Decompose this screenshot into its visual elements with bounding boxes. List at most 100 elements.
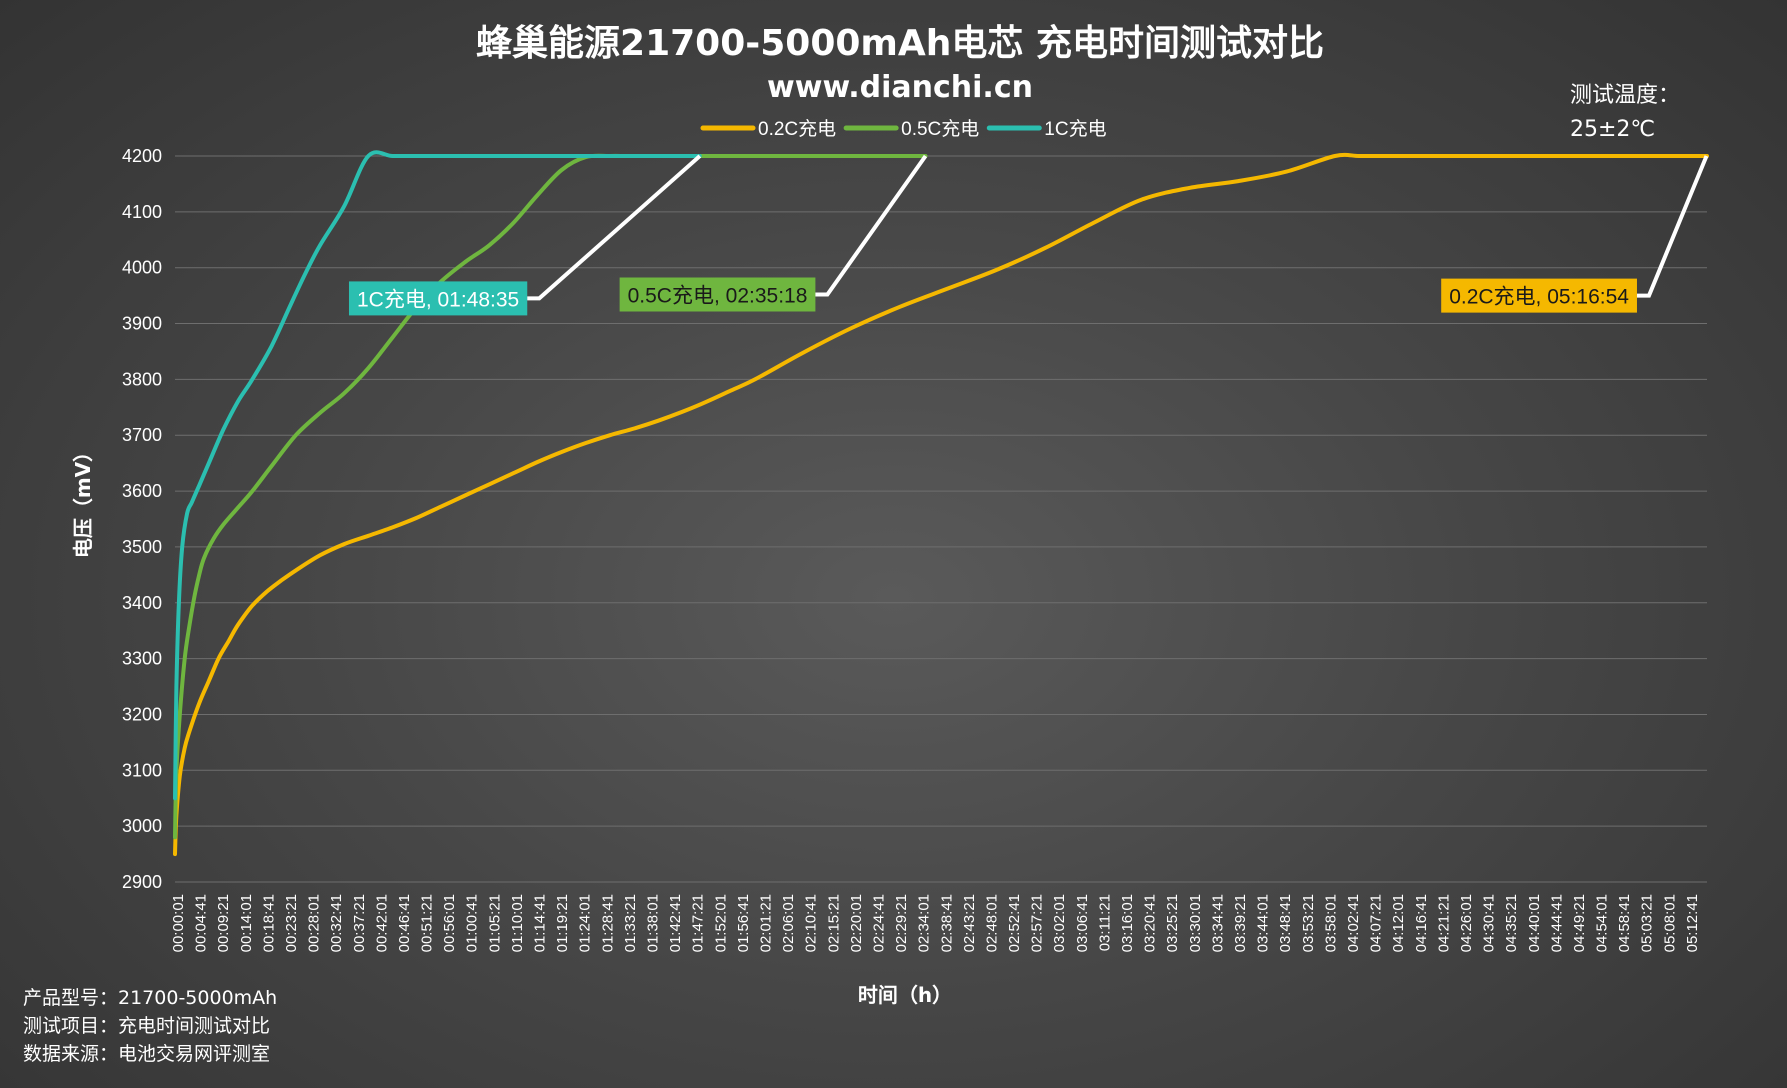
series-line <box>173 150 702 801</box>
temperature-label: 测试温度： <box>1570 83 1680 108</box>
gridlines <box>175 155 1707 883</box>
footer-source: 数据来源：电池交易网评测室 <box>23 1043 270 1065</box>
x-tick-label: 01:52:01 <box>712 894 729 952</box>
x-tick-label: 01:19:21 <box>554 894 571 952</box>
x-tick-label: 03:39:21 <box>1232 894 1249 952</box>
x-tick-label: 01:10:01 <box>509 894 526 952</box>
y-tick-label: 3500 <box>122 537 162 557</box>
x-tick-label: 00:37:21 <box>351 894 368 952</box>
x-tick-label: 02:38:41 <box>938 894 955 952</box>
callout-leader <box>1636 155 1709 298</box>
x-tick-label: 05:08:01 <box>1661 894 1678 952</box>
legend-label: 0.2C充电 <box>758 118 836 140</box>
y-tick-label: 3900 <box>122 314 162 334</box>
x-tick-label: 03:25:21 <box>1164 894 1181 952</box>
callouts: 1C充电, 01:48:35 0.5C充电, 02:35:18 0.2C充电, 05… <box>348 154 1709 316</box>
y-tick-label: 4000 <box>122 258 162 278</box>
x-tick-label: 00:00:01 <box>170 894 187 952</box>
x-tick-label: 01:00:41 <box>464 894 481 952</box>
callout-label: 1C充电, 01:48:35 <box>357 288 519 311</box>
x-tick-label: 03:30:01 <box>1187 894 1204 952</box>
x-tick-label: 00:18:41 <box>260 894 277 952</box>
y-tick-label: 3800 <box>122 369 162 389</box>
y-axis-title: 电压（mV） <box>71 442 95 558</box>
y-tick-label: 3200 <box>122 704 162 724</box>
y-tick-label: 2900 <box>122 872 162 892</box>
x-tick-label: 03:34:41 <box>1209 894 1226 952</box>
x-tick-label: 01:33:21 <box>622 894 639 952</box>
x-tick-label: 03:02:01 <box>1051 894 1068 952</box>
callout-box <box>619 277 816 312</box>
x-tick-label: 05:12:41 <box>1684 894 1701 952</box>
callout-label: 0.5C充电, 02:35:18 <box>628 284 808 307</box>
x-tick-label: 00:42:01 <box>373 894 390 952</box>
x-tick-label: 02:20:01 <box>848 894 865 952</box>
x-tick-label: 04:02:41 <box>1345 894 1362 952</box>
x-tick-label: 04:44:41 <box>1548 894 1565 952</box>
x-tick-label: 03:48:41 <box>1277 894 1294 952</box>
x-tick-label: 00:04:41 <box>193 894 210 952</box>
x-tick-label: 00:14:01 <box>238 894 255 952</box>
x-tick-label: 00:56:01 <box>441 894 458 952</box>
chart-subtitle: www.dianchi.cn <box>767 70 1033 105</box>
x-tick-label: 02:52:41 <box>1006 894 1023 952</box>
x-tick-label: 04:58:41 <box>1616 894 1633 952</box>
x-axis-title: 时间（h） <box>858 983 952 1007</box>
callout-leader <box>815 154 928 297</box>
temperature-value: 25±2℃ <box>1570 117 1655 142</box>
x-tick-label: 01:38:01 <box>645 894 662 952</box>
x-tick-label: 02:06:01 <box>780 894 797 952</box>
y-tick-label: 3300 <box>122 649 162 669</box>
x-tick-label: 00:46:41 <box>396 894 413 952</box>
x-tick-label: 02:43:21 <box>961 894 978 952</box>
x-tick-label: 03:44:01 <box>1255 894 1272 952</box>
x-tick-label: 01:05:21 <box>486 894 503 952</box>
y-tick-label: 4100 <box>122 202 162 222</box>
x-tick-label: 02:10:41 <box>803 894 820 952</box>
x-tick-label: 04:49:21 <box>1571 894 1588 952</box>
legend-label: 0.5C充电 <box>901 118 979 140</box>
x-tick-label: 02:29:21 <box>893 894 910 952</box>
callout-box <box>348 281 528 316</box>
x-tick-label: 01:56:41 <box>735 894 752 952</box>
x-tick-label: 04:40:01 <box>1526 894 1543 952</box>
x-tick-label: 04:07:21 <box>1368 894 1385 952</box>
x-tick-label: 00:51:21 <box>419 894 436 952</box>
y-tick-label: 3700 <box>122 425 162 445</box>
x-tick-label: 02:01:21 <box>757 894 774 952</box>
y-tick-label: 3400 <box>122 593 162 613</box>
legend-label: 1C充电 <box>1044 118 1106 140</box>
series-line <box>173 153 928 840</box>
x-tick-label: 03:06:41 <box>1074 894 1091 952</box>
chart-title: 蜂巢能源21700-5000mAh电芯 充电时间测试对比 <box>476 23 1324 64</box>
x-tick-label: 01:42:41 <box>667 894 684 952</box>
x-tick-label: 03:20:41 <box>1142 894 1159 952</box>
x-tick-label: 03:58:01 <box>1322 894 1339 952</box>
x-tick-label: 01:47:21 <box>690 894 707 952</box>
x-tick-label: 04:21:21 <box>1435 894 1452 952</box>
x-tick-label: 03:16:01 <box>1119 894 1136 952</box>
footer-model: 产品型号：21700-5000mAh <box>23 987 277 1009</box>
x-tick-label: 01:24:01 <box>577 894 594 952</box>
x-tick-label: 03:11:21 <box>1096 894 1113 951</box>
x-tick-label: 04:26:01 <box>1458 894 1475 952</box>
x-tick-label: 01:28:41 <box>599 894 616 952</box>
x-tick-label: 02:15:21 <box>825 894 842 952</box>
x-tick-label: 04:12:01 <box>1390 894 1407 952</box>
footer-test-item: 测试项目：充电时间测试对比 <box>23 1015 270 1037</box>
y-axis-ticks: 2900 3000 3100 3200 3300 3400 3500 3600 3700 3800… <box>122 146 162 892</box>
legend: 0.2C充电 0.5C充电 1C充电 <box>700 118 1107 140</box>
x-tick-label: 00:09:21 <box>215 894 232 952</box>
y-tick-label: 3100 <box>122 760 162 780</box>
x-tick-label: 02:34:01 <box>916 894 933 952</box>
x-axis-ticks: 00:00:01 00:04:41 00:09:21 00:14:01 00:18:41… <box>170 894 1701 952</box>
x-tick-label: 00:28:01 <box>306 894 323 952</box>
x-tick-label: 00:32:41 <box>328 894 345 952</box>
x-tick-label: 00:23:21 <box>283 894 300 952</box>
y-tick-label: 4200 <box>122 146 162 166</box>
x-tick-label: 04:30:41 <box>1481 894 1498 952</box>
x-tick-label: 04:54:01 <box>1594 894 1611 952</box>
x-tick-label: 04:35:21 <box>1503 894 1520 952</box>
callout-box <box>1441 278 1637 313</box>
